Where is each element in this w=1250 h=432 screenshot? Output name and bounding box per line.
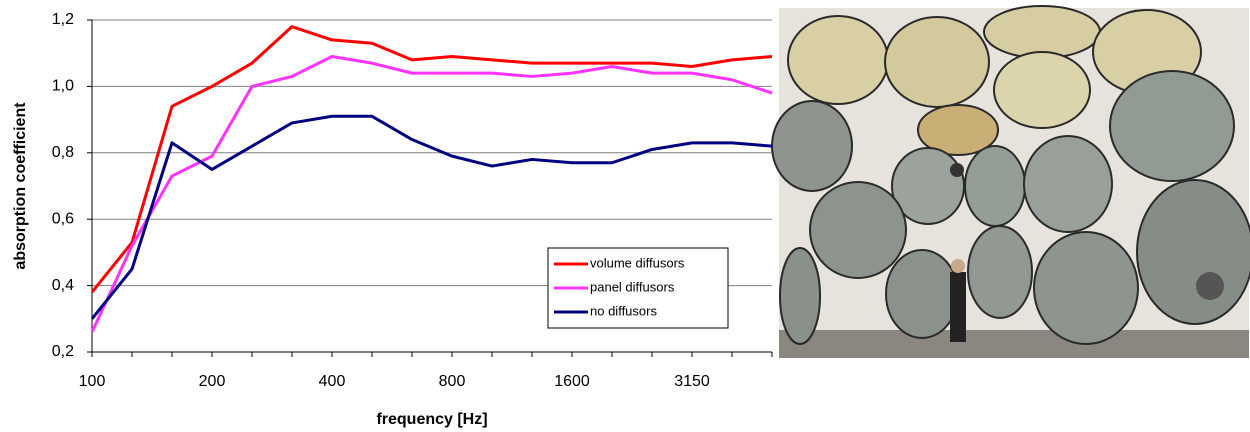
- legend-label: no diffusors: [590, 303, 657, 318]
- legend-label: volume diffusors: [590, 255, 685, 270]
- photo: [771, 5, 1250, 358]
- x-tick-label: 200: [199, 373, 226, 390]
- series-line: [90, 55, 773, 333]
- series-line: [90, 114, 773, 320]
- y-axis-title: absorption coefficient: [12, 102, 29, 270]
- legend: volume diffusors panel diffusors no diffus…: [547, 247, 729, 329]
- legend-label: panel diffusors: [590, 279, 675, 294]
- y-tick-label: 1,2: [52, 11, 74, 28]
- x-tick-label: 400: [319, 373, 346, 390]
- x-tick-label: 100: [79, 373, 106, 390]
- x-axis-title: frequency [Hz]: [376, 411, 487, 428]
- y-tick-label: 0,6: [52, 210, 74, 227]
- y-tick-label: 0,2: [52, 343, 74, 360]
- x-tick-label: 1600: [554, 373, 590, 390]
- series-line: [90, 25, 773, 294]
- y-tick-label: 1,0: [52, 78, 74, 95]
- y-tick-label: 0,8: [52, 144, 74, 161]
- x-tick-label: 3150: [674, 373, 710, 390]
- x-tick-label: 800: [439, 373, 466, 390]
- y-tick-label: 0,4: [52, 277, 74, 294]
